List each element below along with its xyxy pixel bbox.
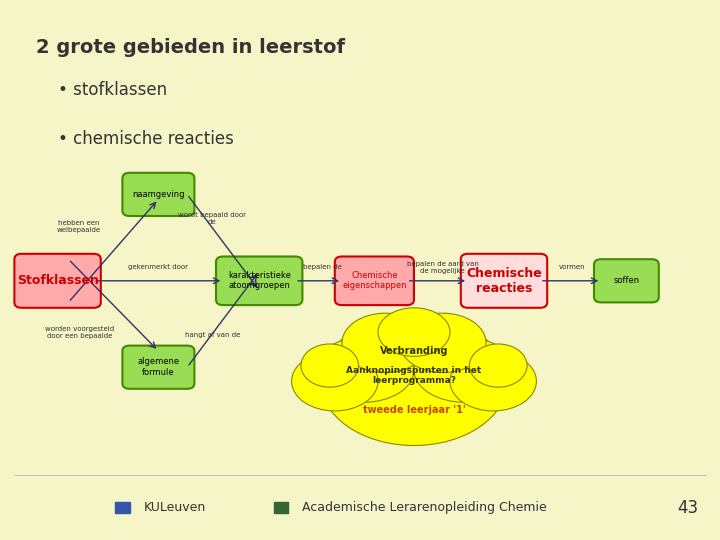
FancyBboxPatch shape [122,346,194,389]
FancyBboxPatch shape [335,256,414,305]
Text: wordt bepaald door
de: wordt bepaald door de [179,212,246,225]
Text: Aanknopingspunten in het
leerprogramma?: Aanknopingspunten in het leerprogramma? [346,366,482,385]
Text: gekenmerkt door: gekenmerkt door [128,264,189,271]
Ellipse shape [342,313,428,373]
Text: 2 grote gebieden in leerstof: 2 grote gebieden in leerstof [36,38,345,57]
Text: tweede leerjaar '1': tweede leerjaar '1' [363,406,465,415]
Text: algemene
formule: algemene formule [138,357,179,377]
Text: • stofklassen: • stofklassen [58,81,167,99]
Ellipse shape [414,338,515,402]
FancyBboxPatch shape [594,259,659,302]
Text: hangt af van de: hangt af van de [185,332,240,338]
FancyBboxPatch shape [274,502,288,513]
Text: Stofklassen: Stofklassen [17,274,99,287]
FancyBboxPatch shape [461,254,547,308]
Text: bepalen de aard van
de mogelijke: bepalen de aard van de mogelijke [407,261,479,274]
Text: worden voorgesteld
door een bepaalde: worden voorgesteld door een bepaalde [45,326,114,339]
Text: Academische Lerarenopleiding Chemie: Academische Lerarenopleiding Chemie [302,501,547,514]
Text: • chemische reacties: • chemische reacties [58,130,233,147]
Text: Verbranding: Verbranding [379,346,449,356]
Text: Chemische
eigenschappen: Chemische eigenschappen [342,271,407,291]
Text: soffen: soffen [613,276,639,285]
FancyBboxPatch shape [115,502,130,513]
Ellipse shape [469,344,527,387]
Ellipse shape [450,352,536,411]
Ellipse shape [400,313,486,373]
Text: KULeuven: KULeuven [144,501,206,514]
FancyBboxPatch shape [216,256,302,305]
Text: karakteristieke
atoomgroepen: karakteristieke atoomgroepen [228,271,291,291]
Text: vormen: vormen [559,264,585,271]
FancyBboxPatch shape [14,254,101,308]
Text: bepalen de: bepalen de [303,264,342,271]
Text: Chemische
reacties: Chemische reacties [466,267,542,295]
FancyBboxPatch shape [122,173,194,216]
Ellipse shape [313,338,414,402]
Text: naamgeving: naamgeving [132,190,184,199]
Text: hebben een
welbepaalde: hebben een welbepaalde [57,220,102,233]
Ellipse shape [320,316,508,446]
Ellipse shape [301,344,359,387]
Ellipse shape [292,352,378,411]
Ellipse shape [378,308,450,356]
Text: 43: 43 [678,498,698,517]
